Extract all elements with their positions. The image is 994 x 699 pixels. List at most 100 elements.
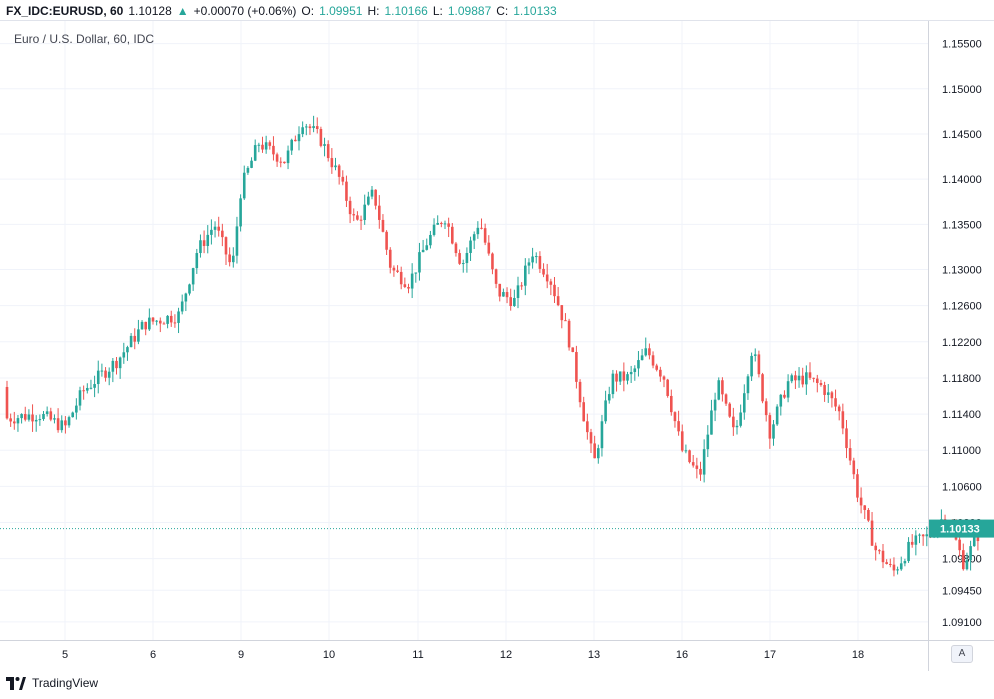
candle-body: [717, 380, 721, 400]
candle-body: [976, 536, 980, 542]
price-chart[interactable]: 1.15500 1.15000 1.14500 1.14000 1.13500 1.130…: [0, 21, 994, 671]
close-label: C:: [496, 4, 509, 18]
candle-body: [286, 150, 290, 164]
candle-body: [487, 242, 491, 254]
x-tick-label: 5: [62, 649, 68, 661]
candle-body: [217, 226, 220, 231]
candle-body: [746, 376, 750, 394]
candle-body: [166, 315, 169, 324]
candle-body: [699, 468, 702, 475]
candle-body: [275, 154, 279, 162]
candle-body: [399, 271, 403, 285]
candle-body: [757, 354, 761, 375]
candle-body: [407, 286, 410, 289]
y-tick-label: 1.12600: [942, 301, 982, 313]
candle-body: [195, 253, 199, 269]
candle-body: [264, 142, 268, 150]
candle-body: [589, 432, 593, 444]
candle-body: [607, 394, 611, 401]
candle-body: [440, 222, 443, 224]
x-tick-label: 16: [676, 649, 688, 661]
candle-body: [750, 355, 753, 377]
candle-body: [257, 144, 261, 146]
candle-body: [359, 219, 363, 221]
candle-body: [374, 189, 377, 206]
candle-body: [388, 249, 392, 268]
candle-body: [925, 534, 929, 537]
footer: TradingView: [6, 676, 98, 690]
candle-body: [626, 374, 629, 381]
candle-body: [454, 243, 458, 254]
candle-body: [111, 360, 115, 372]
candle-body: [334, 165, 337, 168]
candle-body: [199, 240, 202, 254]
candle-body: [556, 296, 560, 306]
candle-body: [794, 375, 797, 381]
candle-body: [49, 411, 53, 420]
candle-body: [5, 386, 9, 419]
candle-body: [432, 224, 436, 235]
candle-body: [378, 205, 381, 220]
candle-body: [469, 240, 472, 253]
tradingview-brand[interactable]: TradingView: [32, 676, 99, 690]
candle-body: [739, 412, 742, 426]
y-tick-label: 1.13000: [942, 265, 982, 277]
candle-body: [392, 267, 396, 271]
candle-body: [848, 448, 852, 461]
change-arrow-icon: ▲: [176, 4, 189, 18]
candle-body: [60, 420, 64, 431]
candle-body: [823, 385, 826, 395]
candle-body: [173, 322, 177, 324]
candle-body: [221, 230, 224, 238]
candle-body: [673, 412, 677, 422]
candle-body: [421, 249, 425, 253]
candle-body: [914, 535, 918, 545]
y-tick-label: 1.09450: [942, 585, 982, 597]
chart-subtitle: Euro / U.S. Dollar, 60, IDC: [14, 32, 155, 46]
candle-body: [553, 284, 556, 297]
candle-body: [695, 465, 699, 469]
candle-body: [560, 305, 564, 321]
candle-body: [210, 229, 213, 235]
candle-body: [82, 390, 85, 392]
candle-body: [830, 392, 834, 399]
candle-body: [370, 189, 374, 197]
y-tick-label: 1.10600: [942, 481, 982, 493]
candle-body: [107, 371, 111, 378]
candle-body: [319, 128, 323, 146]
y-tick-label: 1.15500: [942, 39, 982, 51]
y-tick-label: 1.14500: [942, 129, 982, 141]
candle-body: [348, 200, 352, 215]
candle-body: [878, 550, 881, 552]
candle-body: [520, 285, 523, 287]
candle-body: [206, 234, 210, 246]
candle-body: [772, 424, 775, 439]
candle-body: [451, 226, 454, 244]
candle-body: [867, 509, 870, 521]
candle-body: [133, 335, 137, 342]
candle-body: [505, 292, 509, 298]
x-tick-label: 18: [852, 649, 864, 661]
candle-body: [567, 320, 571, 348]
candle-body: [684, 450, 688, 452]
high-value: 1.10166: [384, 4, 428, 18]
candle-body: [458, 253, 461, 264]
candle-body: [418, 252, 421, 273]
candle-body: [42, 413, 45, 420]
candle-body: [702, 449, 706, 475]
candle-body: [308, 126, 312, 129]
candle-body: [859, 497, 863, 506]
auto-scale-button[interactable]: A: [951, 645, 973, 663]
candle-body: [472, 234, 476, 241]
candle-body: [294, 139, 297, 142]
candle-body: [34, 419, 38, 422]
candle-body: [513, 297, 516, 307]
candle-body: [177, 311, 180, 323]
candle-body: [429, 234, 432, 246]
candle-body: [680, 431, 684, 451]
candle-body: [461, 263, 465, 265]
symbol-label[interactable]: FX_IDC:EURUSD, 60: [6, 4, 124, 18]
candle-body: [735, 425, 739, 428]
candle-body: [841, 411, 845, 429]
candle-body: [235, 226, 239, 256]
